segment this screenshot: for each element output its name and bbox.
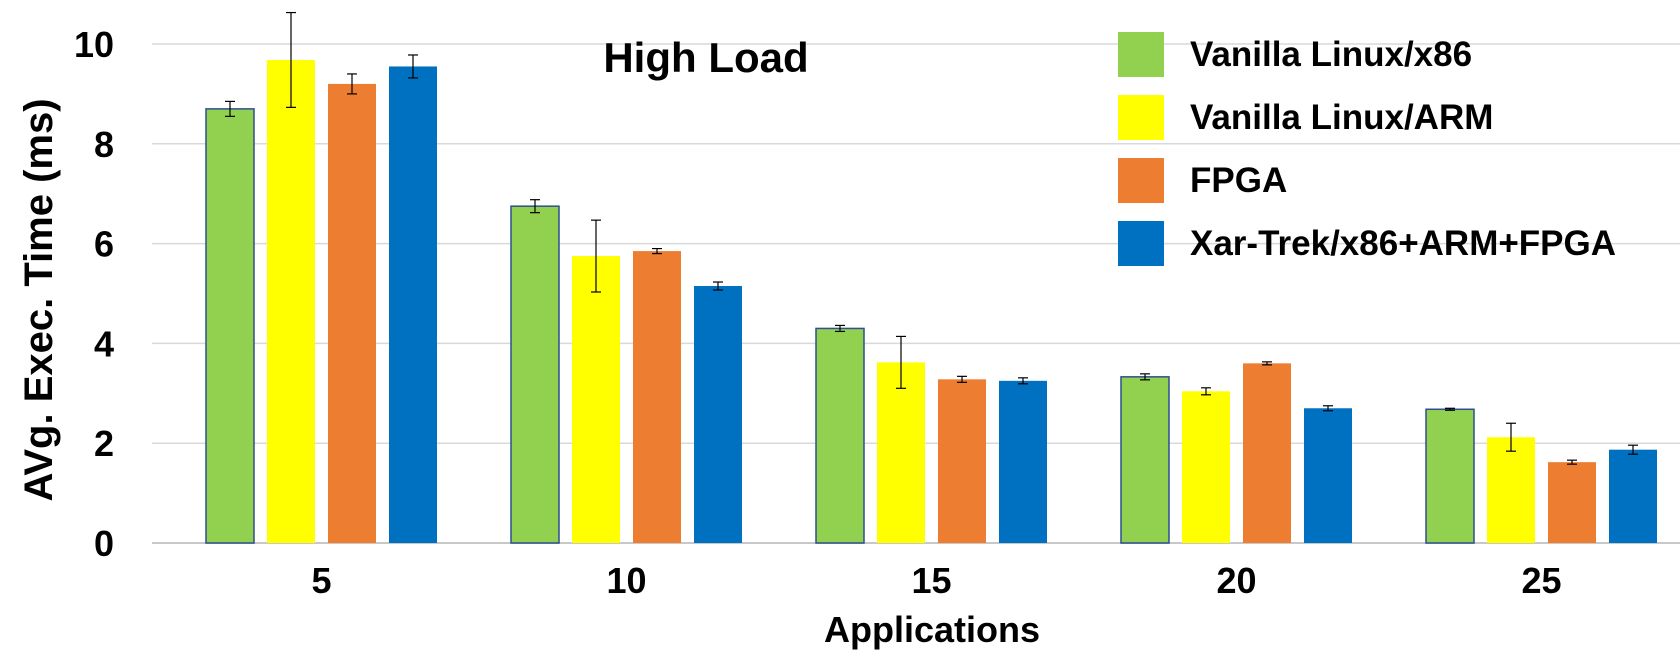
error-bar-2-10 — [591, 219, 601, 293]
bar-1-15 — [815, 327, 865, 544]
error-bar-1-25 — [1445, 407, 1455, 411]
bar-4-20 — [1304, 408, 1352, 543]
y-axis-title: AVg. Exec. Time (ms) — [17, 98, 61, 501]
error-bar-3-20 — [1262, 361, 1272, 366]
legend-swatch — [1118, 95, 1164, 140]
x-tick-label: 25 — [1521, 560, 1561, 601]
y-tick-label: 6 — [94, 224, 114, 265]
error-bar-2-15 — [896, 335, 906, 389]
x-axis-title: Applications — [824, 609, 1040, 650]
bar-1-10 — [510, 205, 560, 544]
legend-swatch — [1118, 32, 1164, 77]
error-bar-2-20 — [1201, 387, 1211, 396]
bar-4-15 — [999, 380, 1047, 543]
legend-label: Vanilla Linux/x86 — [1190, 35, 1472, 74]
bar-2-20 — [1182, 391, 1230, 543]
legend-item: Vanilla Linux/ARM — [1118, 95, 1493, 140]
x-tick-label: 15 — [911, 560, 951, 601]
error-bar-1-20 — [1140, 373, 1150, 381]
bar-3-25 — [1548, 462, 1596, 543]
bar-1-5 — [205, 108, 255, 544]
error-bar-1-5 — [225, 100, 235, 117]
legend-item: FPGA — [1118, 158, 1287, 203]
x-tick-label: 20 — [1216, 560, 1256, 601]
error-bar-4-20 — [1323, 405, 1333, 412]
error-bar-3-15 — [957, 375, 967, 383]
error-bar-3-25 — [1567, 459, 1577, 465]
bars — [205, 59, 1657, 544]
x-tick-label: 5 — [311, 560, 331, 601]
chart-title: High Load — [603, 34, 808, 81]
x-tick-label: 10 — [606, 560, 646, 601]
y-tick-label: 2 — [94, 423, 114, 464]
bar-3-15 — [938, 379, 986, 543]
error-bar-2-5 — [286, 11, 296, 108]
error-bars — [225, 11, 1638, 465]
y-tick-label: 8 — [94, 124, 114, 165]
legend-label: FPGA — [1190, 161, 1287, 200]
bar-3-10 — [633, 251, 681, 543]
error-bar-2-25 — [1506, 422, 1516, 452]
bar-2-25 — [1487, 437, 1535, 543]
legend-label: Xar-Trek/x86+ARM+FPGA — [1190, 224, 1616, 263]
bar-2-10 — [572, 256, 620, 543]
bar-4-5 — [389, 66, 437, 543]
error-bar-4-25 — [1628, 444, 1638, 455]
y-tick-label: 10 — [74, 24, 114, 65]
error-bar-4-10 — [713, 281, 723, 291]
bar-4-25 — [1609, 449, 1657, 543]
bar-2-15 — [877, 362, 925, 543]
bar-4-10 — [694, 286, 742, 543]
error-bar-1-15 — [835, 324, 845, 333]
y-tick-label: 0 — [94, 523, 114, 564]
bar-3-5 — [328, 83, 376, 544]
error-bar-3-5 — [347, 73, 357, 95]
legend-swatch — [1118, 221, 1164, 266]
error-bar-3-10 — [652, 247, 662, 255]
bar-1-20 — [1120, 376, 1170, 544]
error-bar-4-5 — [408, 54, 418, 79]
y-tick-label: 4 — [94, 323, 114, 364]
bar-1-25 — [1425, 408, 1475, 544]
legend-item: Xar-Trek/x86+ARM+FPGA — [1118, 221, 1616, 266]
legend: Vanilla Linux/x86 Vanilla Linux/ARM FPGA Xa… — [1118, 32, 1616, 266]
bar-3-20 — [1243, 363, 1291, 543]
legend-item: Vanilla Linux/x86 — [1118, 32, 1472, 77]
legend-swatch — [1118, 158, 1164, 203]
bar-2-5 — [267, 59, 315, 544]
error-bar-1-10 — [530, 199, 540, 214]
error-bar-4-15 — [1018, 377, 1028, 385]
legend-label: Vanilla Linux/ARM — [1190, 98, 1493, 137]
y-tick-labels: 0 2 4 6 8 10 — [74, 24, 114, 564]
x-tick-labels: 5 10 15 20 25 — [311, 560, 1561, 601]
